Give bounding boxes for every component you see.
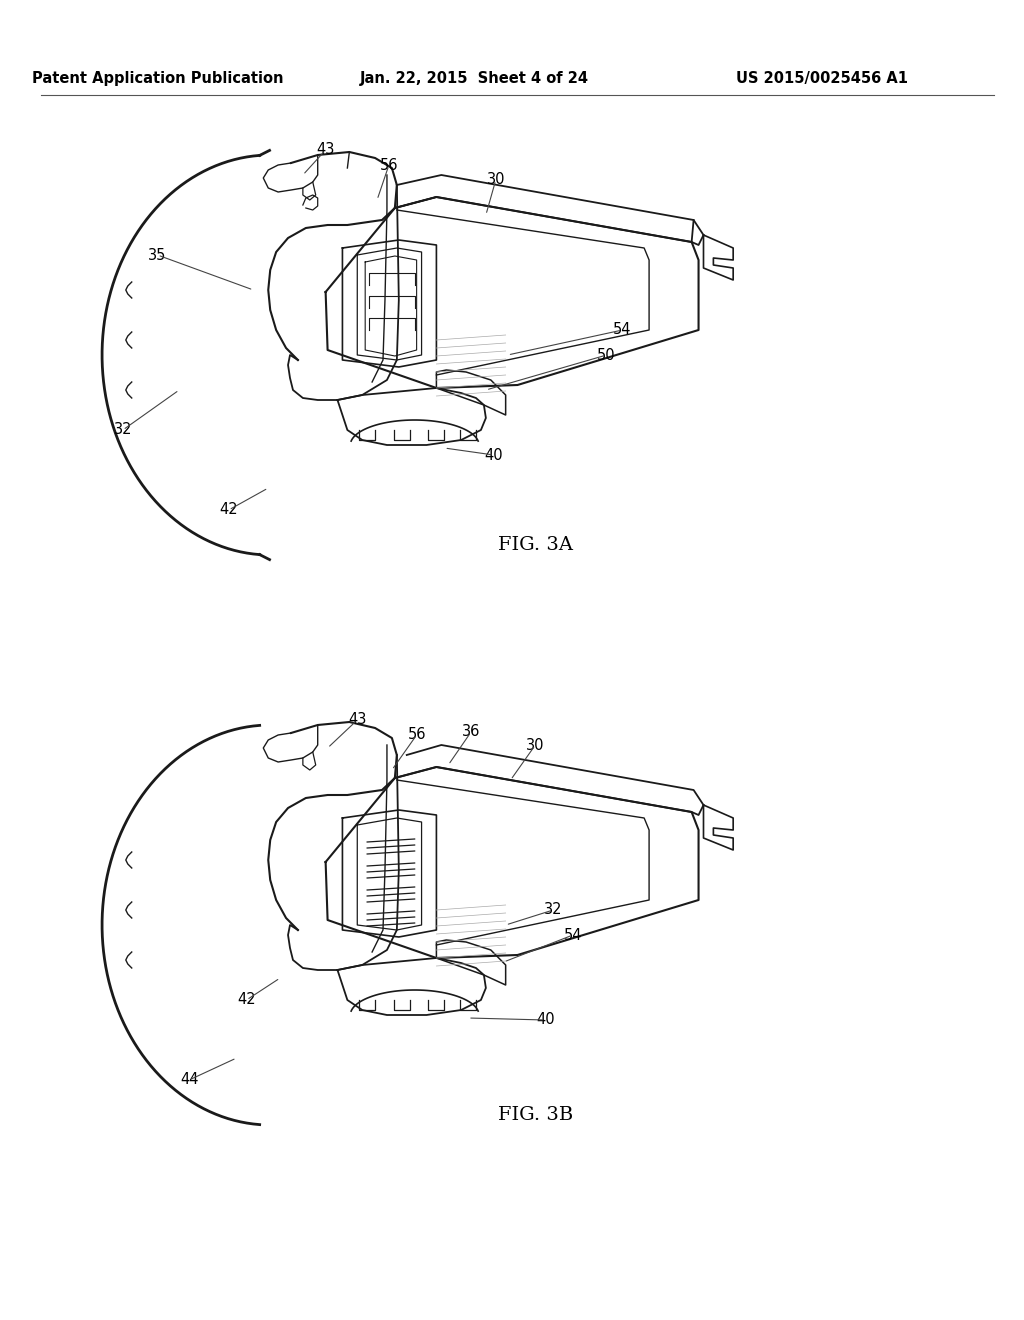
Text: US 2015/0025456 A1: US 2015/0025456 A1 xyxy=(736,70,908,86)
Text: 44: 44 xyxy=(180,1072,199,1088)
Text: 32: 32 xyxy=(114,422,132,437)
Text: 43: 43 xyxy=(348,713,367,727)
Text: Patent Application Publication: Patent Application Publication xyxy=(32,70,284,86)
Text: 56: 56 xyxy=(408,727,426,742)
Text: 35: 35 xyxy=(148,248,167,263)
Text: 32: 32 xyxy=(544,903,562,917)
Text: 54: 54 xyxy=(613,322,632,338)
Text: 50: 50 xyxy=(597,347,615,363)
Text: 43: 43 xyxy=(316,143,335,157)
Text: 36: 36 xyxy=(462,725,480,739)
Text: FIG. 3B: FIG. 3B xyxy=(498,1106,573,1125)
Text: 54: 54 xyxy=(563,928,583,942)
Text: FIG. 3A: FIG. 3A xyxy=(498,536,572,554)
Text: 40: 40 xyxy=(536,1012,555,1027)
Text: 56: 56 xyxy=(380,157,398,173)
Text: 30: 30 xyxy=(486,173,505,187)
Text: 40: 40 xyxy=(484,447,503,462)
Text: 30: 30 xyxy=(526,738,545,752)
Text: Jan. 22, 2015  Sheet 4 of 24: Jan. 22, 2015 Sheet 4 of 24 xyxy=(359,70,589,86)
Text: 42: 42 xyxy=(238,993,256,1007)
Text: 42: 42 xyxy=(219,503,238,517)
